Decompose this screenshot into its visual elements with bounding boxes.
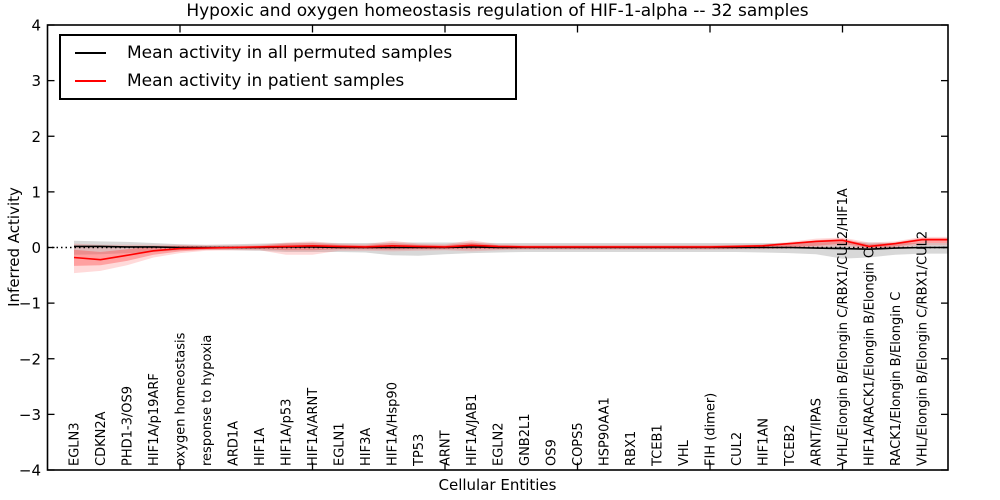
x-tick-label: VHL/Elongin B/Elongin C/RBX1/CUL2/HIF1A (836, 188, 851, 466)
x-tick-label: EGLN3 (68, 422, 83, 466)
y-tick-label: 4 (31, 17, 41, 35)
legend-item-patient: Mean activity in patient samples (61, 71, 515, 91)
x-tick-label: ARD1A (227, 421, 242, 466)
x-tick-label: TP53 (412, 434, 427, 467)
x-tick-label: GNB2L1 (518, 413, 533, 466)
y-tick-label: −2 (19, 350, 41, 368)
x-tick-label: HIF1A (253, 428, 268, 466)
y-tick-label: −1 (19, 295, 41, 313)
permuted-samples-range-band (74, 240, 948, 259)
patient-line-swatch (75, 79, 106, 82)
x-axis-label: Cellular Entities (438, 476, 557, 494)
x-tick-label: TCEB2 (783, 424, 798, 467)
x-tick-label: HIF3A (359, 428, 374, 466)
x-tick-label: HIF1A/Hsp90 (386, 382, 401, 466)
x-tick-label: FIH (dimer) (704, 393, 719, 466)
permuted-line-swatch (75, 52, 106, 55)
patient-mean-line (73, 238, 948, 261)
y-tick-label: 1 (31, 183, 41, 201)
x-tick-label: HIF1A/p19ARF (147, 373, 162, 466)
x-tick-label: RACK1/Elongin B/Elongin C (889, 292, 904, 466)
x-tick-label: RBX1 (624, 431, 639, 466)
x-tick-label: PHD1-3/OS9 (121, 386, 136, 466)
x-tick-label: OS9 (545, 439, 560, 466)
legend-item-permuted: Mean activity in all permuted samples (61, 43, 515, 63)
x-tick-label: HIF1A/JAB1 (465, 394, 480, 466)
x-tick-label: HSP90AA1 (598, 397, 613, 466)
x-tick-label: oxygen homeostasis (174, 332, 189, 466)
y-axis-label: Inferred Activity (5, 187, 23, 307)
legend-label-patient: Mean activity in patient samples (127, 70, 405, 91)
x-tick-label: response to hypoxia (200, 335, 215, 466)
x-tick-label: COPS5 (571, 422, 586, 466)
y-tick-label: 0 (31, 239, 41, 257)
x-tick-label: HIF1A/ARNT (306, 388, 321, 466)
x-tick-label: VHL (677, 439, 692, 466)
x-tick-label: CUL2 (730, 432, 745, 466)
x-tick-label: TCEB1 (651, 424, 666, 467)
patient-samples-range-inner-band (74, 238, 948, 266)
x-tick-label: HIF1A/RACK1/Elongin B/Elongin C (863, 249, 878, 466)
x-tick-label: ARNT (439, 430, 454, 466)
x-tick-label: CDKN2A (94, 411, 109, 466)
y-tick-label: 2 (31, 128, 41, 146)
x-tick-label: ARNT/IPAS (810, 398, 825, 466)
legend-label-permuted: Mean activity in all permuted samples (127, 43, 453, 64)
legend: Mean activity in all permuted samples Me… (59, 34, 517, 100)
x-tick-label: EGLN1 (333, 422, 348, 466)
y-tick-label: −3 (19, 406, 41, 424)
x-tick-label: EGLN2 (492, 422, 507, 466)
x-tick-label: VHL/Elongin B/Elongin C/RBX1/CUL2 (916, 231, 931, 466)
chart-title: Hypoxic and oxygen homeostasis regulatio… (186, 1, 809, 21)
x-tick-label: HIF1AN (757, 418, 772, 466)
y-tick-label: 3 (31, 72, 41, 90)
y-tick-label: −4 (19, 462, 41, 480)
x-tick-label: HIF1A/p53 (280, 399, 295, 466)
